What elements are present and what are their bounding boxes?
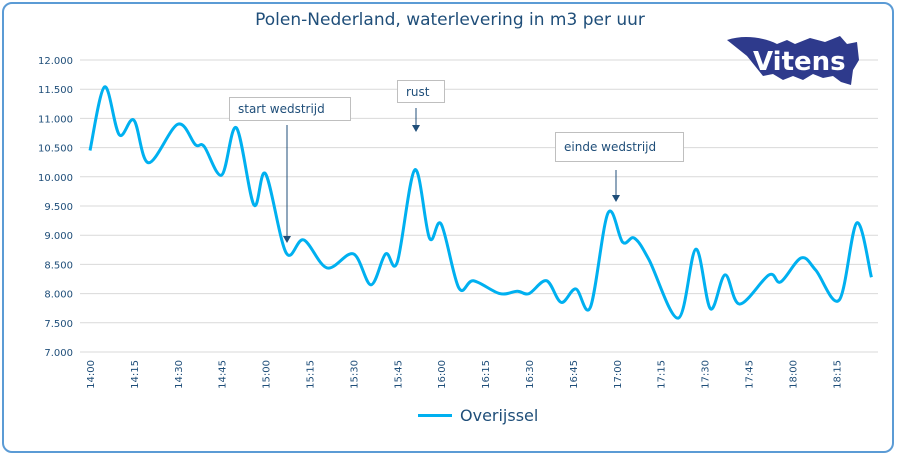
arrow-head-icon xyxy=(412,125,420,132)
x-tick-label: 16:00 xyxy=(437,360,448,389)
annotation-start-wedstrijd: start wedstrijd xyxy=(229,97,351,121)
legend-label: Overijssel xyxy=(460,406,539,425)
chart-frame xyxy=(2,2,894,453)
x-tick-label: 14:15 xyxy=(130,360,141,389)
arrow-head-icon xyxy=(283,236,291,243)
x-tick-label: 15:15 xyxy=(306,360,317,389)
x-tick-label: 17:00 xyxy=(613,360,624,389)
legend-swatch xyxy=(418,414,452,417)
arrow-head-icon xyxy=(612,195,620,202)
x-tick-label: 14:30 xyxy=(174,360,185,389)
x-tick-label: 15:30 xyxy=(349,360,360,389)
y-tick-label: 8.000 xyxy=(44,290,73,301)
annotation-einde-wedstrijd: einde wedstrijd xyxy=(555,132,684,162)
x-tick-label: 16:45 xyxy=(569,360,580,389)
x-tick-label: 17:30 xyxy=(701,360,712,389)
y-tick-label: 10.000 xyxy=(38,173,73,184)
x-tick-label: 15:00 xyxy=(262,360,273,389)
x-tick-label: 14:00 xyxy=(86,360,97,389)
x-tick-label: 15:45 xyxy=(393,360,404,389)
annotation-rust: rust xyxy=(397,80,445,103)
legend: Overijssel xyxy=(418,406,538,425)
x-tick-label: 18:15 xyxy=(832,360,843,389)
y-tick-label: 9.000 xyxy=(44,231,73,242)
chart-title: Polen-Nederland, waterlevering in m3 per… xyxy=(255,10,645,30)
y-tick-label: 12.000 xyxy=(38,56,73,67)
x-tick-label: 14:45 xyxy=(218,360,229,389)
logo-text: Vitens xyxy=(753,47,846,77)
y-tick-label: 11.500 xyxy=(38,85,73,96)
y-tick-label: 9.500 xyxy=(44,202,73,213)
x-tick-label: 18:00 xyxy=(788,360,799,389)
y-tick-label: 8.500 xyxy=(44,260,73,271)
y-tick-label: 11.000 xyxy=(38,114,73,125)
x-tick-label: 16:30 xyxy=(525,360,536,389)
y-tick-label: 7.500 xyxy=(44,319,73,330)
series-line-overijssel xyxy=(88,85,873,320)
x-tick-label: 17:45 xyxy=(745,360,756,389)
x-tick-label: 17:15 xyxy=(657,360,668,389)
x-tick-label: 16:15 xyxy=(481,360,492,389)
y-tick-label: 10.500 xyxy=(38,144,73,155)
y-tick-label: 7.000 xyxy=(44,348,73,359)
vitens-logo: Vitens xyxy=(727,36,859,85)
